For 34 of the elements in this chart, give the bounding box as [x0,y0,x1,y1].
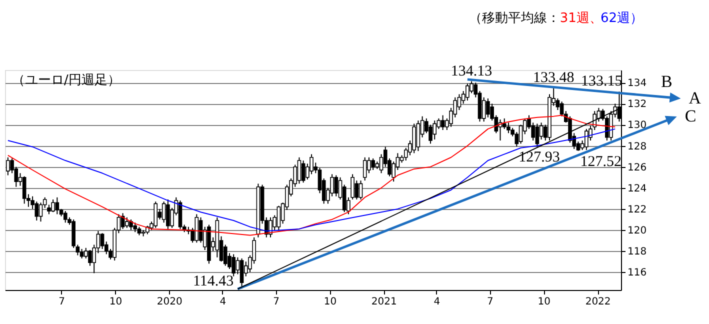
x-tick-label: 7 [273,296,280,308]
annotation: 133.48 [532,70,574,86]
x-tick-label: 4 [434,296,440,308]
x-tick-label: 2021 [371,296,397,308]
y-tick-label: 126 [628,162,647,174]
y-tick-label: 134 [628,78,647,90]
annotation: 127.52 [580,154,622,170]
annotation: 127.93 [518,150,560,166]
y-tick-label: 116 [628,268,647,279]
text: 62週） [600,11,643,26]
y-tick-label: 132 [628,99,647,110]
legend-label: C [684,106,696,126]
legend-label: A [688,88,702,108]
text: 31週、 [560,11,602,26]
y-tick-label: 120 [628,226,647,236]
x-tick-label: 2020 [156,296,182,308]
x-tick-label: 10 [324,296,337,308]
x-tick-label: 10 [109,296,122,308]
y-tick-label: 122 [628,204,647,216]
annotation: 134.13 [450,63,492,80]
x-tick-label: 7 [487,296,494,308]
annotation: 114.43 [192,274,234,290]
x-tick-label: 7 [58,296,65,308]
x-tick-label: 10 [538,296,550,308]
x-tick-label: 2022 [585,296,611,308]
y-tick-label: 128 [628,141,647,152]
y-tick-label: 118 [628,246,647,258]
y-tick-label: 130 [628,120,647,132]
chart-title: （ユーロ/円週足） [12,73,120,88]
legend-title: （移動平均線： [468,11,560,26]
x-tick-label: 4 [220,296,226,308]
text: B [661,72,672,91]
annotation: 133.15 [580,74,622,90]
y-tick-label: 124 [628,183,647,194]
